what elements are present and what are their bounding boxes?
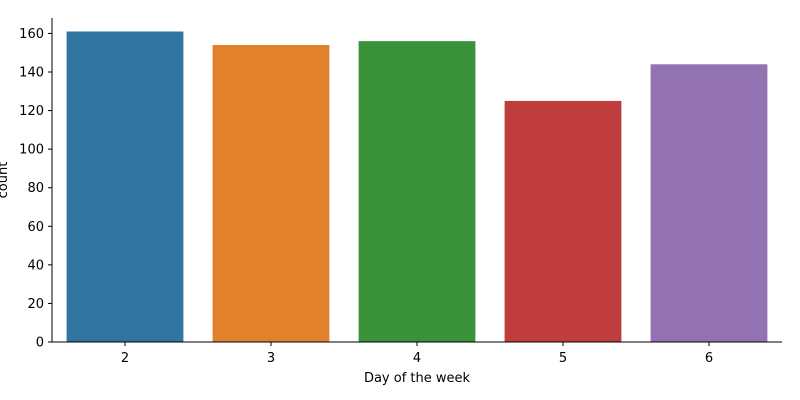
x-tick-label: 2 xyxy=(121,351,129,366)
y-tick-label: 100 xyxy=(19,143,44,158)
bar-day-2 xyxy=(66,31,184,342)
y-tick-label: 0 xyxy=(36,336,44,351)
y-axis-ticks: 0 20 40 60 80 100 120 140 160 xyxy=(19,27,52,351)
x-tick-label: 6 xyxy=(705,351,713,366)
x-tick-label: 3 xyxy=(267,351,275,366)
y-tick-label: 60 xyxy=(27,220,44,235)
y-tick-label: 140 xyxy=(19,66,44,81)
bar-day-6 xyxy=(650,64,768,343)
y-tick-label: 40 xyxy=(27,258,44,273)
x-tick-label: 5 xyxy=(559,351,567,366)
x-tick-label: 4 xyxy=(413,351,421,366)
bars-group xyxy=(66,31,768,343)
y-tick-label: 160 xyxy=(19,27,44,42)
bar-day-4 xyxy=(358,41,476,343)
x-axis-label: Day of the week xyxy=(364,371,471,386)
bar-day-3 xyxy=(212,45,330,342)
y-axis-label: count xyxy=(0,162,11,199)
bar-day-5 xyxy=(504,100,622,342)
y-tick-label: 80 xyxy=(27,181,44,196)
y-tick-label: 120 xyxy=(19,104,44,119)
x-axis-ticks: 2 3 4 5 6 xyxy=(121,342,713,366)
y-tick-label: 20 xyxy=(27,297,44,312)
